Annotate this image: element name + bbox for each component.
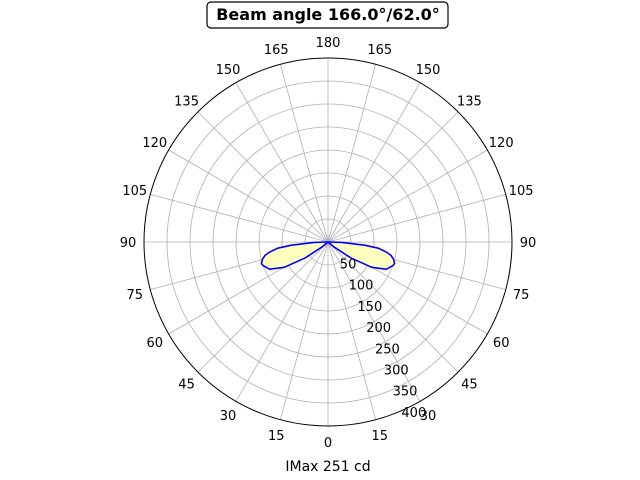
angle-tick-label: 30 xyxy=(420,409,437,424)
angular-grid-line xyxy=(327,64,377,243)
fill-area-right xyxy=(328,242,395,270)
angle-tick-label: 75 xyxy=(513,288,530,303)
angle-tick-label: 15 xyxy=(371,429,388,444)
angular-grid-line xyxy=(327,241,377,420)
angular-grid-line xyxy=(327,193,506,243)
radial-tick-label: 400 xyxy=(401,406,426,421)
angle-tick-label: 120 xyxy=(142,136,167,151)
angle-tick-label: 135 xyxy=(457,95,482,110)
angular-grid-line xyxy=(327,82,421,243)
radial-tick-label: 250 xyxy=(375,342,400,357)
angle-tick-label: 180 xyxy=(316,36,341,51)
polar-outer-circle xyxy=(143,57,513,427)
angular-grid-line xyxy=(279,241,329,420)
angle-tick-label: 15 xyxy=(268,429,285,444)
angular-grid-line xyxy=(327,241,421,402)
angular-grid-line xyxy=(235,82,329,243)
chart-title-box: Beam angle 166.0°/62.0° xyxy=(206,1,449,29)
angular-grid-line xyxy=(197,241,329,373)
angle-tick-label: 150 xyxy=(216,63,241,78)
angular-grid-line xyxy=(327,241,459,373)
radial-tick-label: 150 xyxy=(357,300,382,315)
angular-grid-line xyxy=(235,241,329,402)
angle-tick-label: 60 xyxy=(147,336,164,351)
angle-tick-label: 45 xyxy=(178,377,195,392)
radial-tick-label: 300 xyxy=(384,364,409,379)
chart-title: Beam angle 166.0°/62.0° xyxy=(216,5,440,24)
angle-tick-label: 165 xyxy=(367,43,392,58)
angular-grid-line xyxy=(168,149,329,243)
angular-grid-line xyxy=(197,111,329,243)
radial-tick-label: 350 xyxy=(393,385,418,400)
fill-area-left xyxy=(261,242,328,270)
angle-tick-label: 105 xyxy=(122,184,147,199)
polar-grid xyxy=(144,58,512,426)
polar-frame xyxy=(143,57,513,427)
angle-tick-label: 90 xyxy=(520,236,537,251)
angle-tick-labels: 0 15 30 45 60 75 90 105 120 135 150 165 180 15 30 45 60 7… xyxy=(120,36,537,451)
angular-grid-line xyxy=(150,193,329,243)
x-axis-label: IMax 251 cd xyxy=(285,459,370,475)
angular-grid-line xyxy=(327,149,488,243)
angular-grid-line xyxy=(279,64,329,243)
title-box xyxy=(206,1,449,29)
series-line-right xyxy=(327,241,396,271)
angle-tick-label: 135 xyxy=(174,95,199,110)
angle-tick-label: 45 xyxy=(461,377,478,392)
radial-tick-labels: 50 100 150 200 250 300 350 400 xyxy=(340,257,426,421)
series-line-left xyxy=(260,241,329,271)
angle-tick-label: 90 xyxy=(120,236,137,251)
angular-grid-line xyxy=(327,111,459,243)
radial-tick-label: 200 xyxy=(366,321,391,336)
angle-tick-label: 120 xyxy=(489,136,514,151)
angle-tick-label: 105 xyxy=(509,184,534,199)
angle-tick-label: 150 xyxy=(416,63,441,78)
angle-tick-label: 30 xyxy=(220,409,237,424)
series-layer xyxy=(260,241,396,271)
angle-tick-label: 165 xyxy=(264,43,289,58)
angle-tick-label: 60 xyxy=(493,336,510,351)
angle-tick-label: 0 xyxy=(324,436,332,451)
angle-tick-label: 75 xyxy=(127,288,144,303)
radial-tick-label: 50 xyxy=(340,257,357,272)
radial-tick-label: 100 xyxy=(349,279,374,294)
